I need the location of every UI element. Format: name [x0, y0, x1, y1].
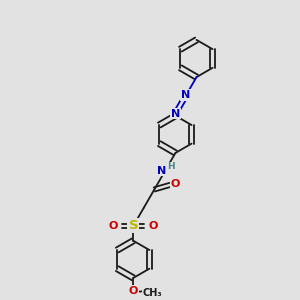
Text: O: O	[109, 221, 118, 231]
Text: O: O	[149, 221, 158, 231]
Text: H: H	[167, 163, 175, 172]
Text: N: N	[171, 109, 180, 118]
Text: S: S	[128, 219, 138, 232]
Text: N: N	[157, 166, 167, 176]
Text: O: O	[129, 286, 138, 296]
Text: N: N	[181, 90, 190, 100]
Text: CH₃: CH₃	[142, 288, 162, 298]
Text: O: O	[170, 179, 180, 189]
